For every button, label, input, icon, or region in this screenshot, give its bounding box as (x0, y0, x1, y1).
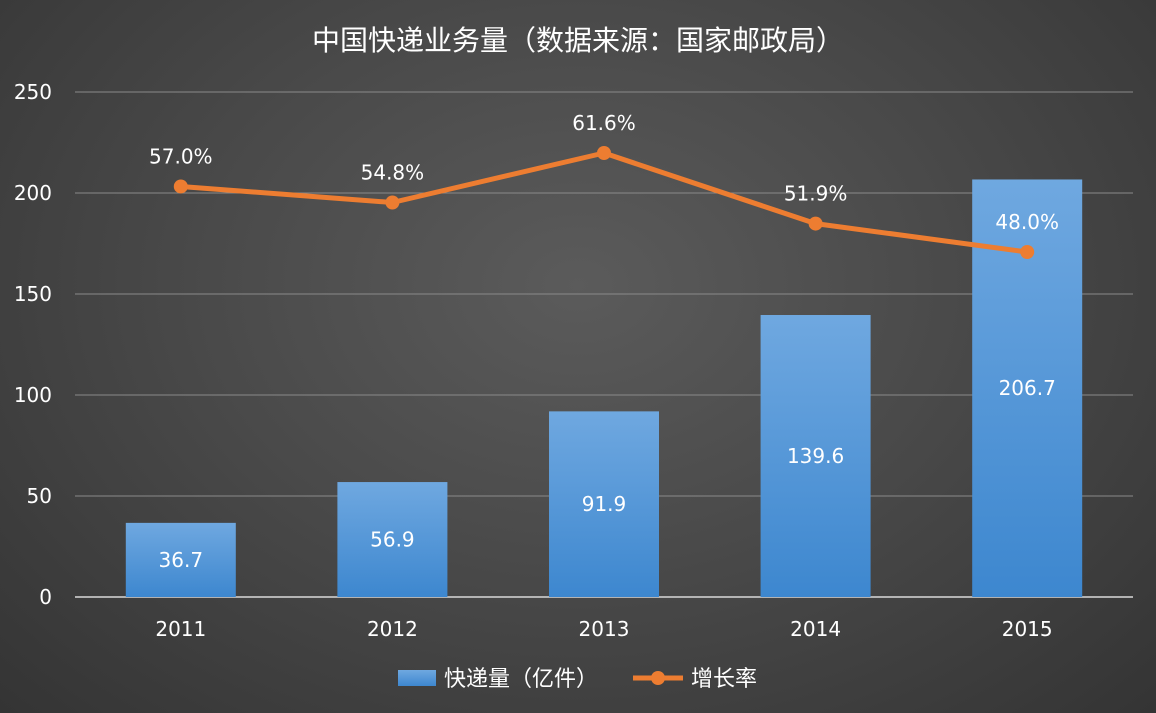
x-axis-ticks: 2011 2012 2013 2014 2015 (155, 617, 1052, 641)
line-value-label: 48.0% (995, 210, 1059, 234)
legend: 快递量（亿件） 增长率 (398, 667, 757, 692)
y-axis-ticks: 0 50 100 150 200 250 (14, 80, 52, 609)
x-tick-label: 2011 (155, 617, 206, 641)
line-point (385, 195, 400, 210)
line-point (597, 146, 611, 160)
legend-line-label: 增长率 (691, 667, 757, 692)
y-tick-label: 200 (14, 181, 52, 205)
bar (760, 315, 871, 597)
x-tick-label: 2015 (1002, 617, 1053, 641)
line-point (173, 179, 188, 194)
y-tick-label: 250 (14, 80, 52, 104)
bar-value-labels: 36.7 56.9 91.9 139.6 206.7 (159, 376, 1056, 572)
bar-value-label: 56.9 (370, 528, 415, 552)
y-tick-label: 0 (39, 585, 52, 609)
bar-value-label: 91.9 (582, 492, 627, 516)
line-value-label: 61.6% (572, 111, 636, 135)
x-tick-label: 2013 (579, 617, 630, 641)
y-tick-label: 100 (14, 383, 52, 407)
line-series: 57.0% 54.8% 61.6% 51.9% 48.0% (149, 111, 1059, 259)
line-value-label: 51.9% (784, 182, 848, 206)
growth-line (180, 150, 1028, 255)
line-value-label: 57.0% (149, 144, 213, 168)
bar-value-label: 36.7 (159, 548, 204, 572)
x-tick-label: 2014 (790, 617, 841, 641)
line-value-label: 54.8% (361, 161, 425, 185)
bar (125, 522, 236, 597)
bar-value-label: 139.6 (787, 444, 844, 468)
y-tick-label: 50 (27, 484, 52, 508)
legend-line-marker (651, 671, 665, 685)
line-point (1020, 245, 1035, 259)
x-tick-label: 2012 (367, 617, 418, 641)
line-point (808, 216, 823, 231)
chart-title: 中国快递业务量（数据来源：国家邮政局） (312, 24, 844, 57)
y-tick-label: 150 (14, 282, 52, 306)
legend-bar-swatch (398, 670, 436, 686)
legend-bar-label: 快递量（亿件） (444, 667, 598, 692)
bar (549, 411, 659, 597)
bar-value-label: 206.7 (999, 376, 1056, 400)
bar (337, 482, 448, 597)
